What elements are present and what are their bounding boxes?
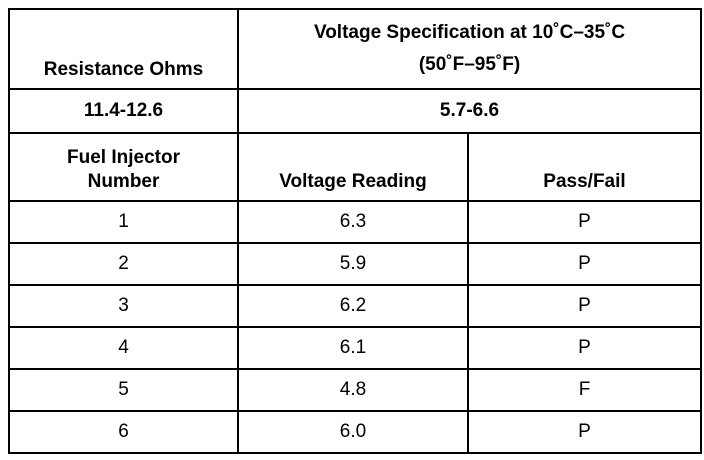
column-header-row: Fuel Injector Number Voltage Reading Pas…	[8, 132, 702, 202]
injector-number: 5	[8, 368, 239, 412]
pass-fail: P	[467, 326, 702, 370]
injector-number: 2	[8, 242, 239, 286]
header-row: Resistance Ohms Voltage Specification at…	[8, 8, 702, 90]
pass-fail: P	[467, 200, 702, 244]
injector-number: 4	[8, 326, 239, 370]
voltage-spec-header: Voltage Specification at 10˚C–35˚C (50˚F…	[237, 8, 702, 90]
resistance-spec: 11.4-12.6	[8, 88, 239, 134]
resistance-header: Resistance Ohms	[8, 8, 239, 90]
spec-row: 11.4-12.6 5.7-6.6	[8, 88, 702, 134]
voltage-reading: 6.2	[237, 284, 469, 328]
injector-table: Resistance Ohms Voltage Specification at…	[8, 8, 702, 454]
table-body: Resistance Ohms Voltage Specification at…	[8, 8, 702, 454]
voltage-reading: 6.1	[237, 326, 469, 370]
column-header: Pass/Fail	[467, 132, 702, 202]
data-row: 6 6.0 P	[8, 410, 702, 454]
pass-fail: P	[467, 410, 702, 454]
header-line: (50˚F–95˚F)	[418, 54, 521, 75]
header-line: Number	[87, 171, 160, 192]
pass-fail: P	[467, 284, 702, 328]
column-header: Voltage Reading	[237, 132, 469, 202]
pass-fail: F	[467, 368, 702, 412]
pass-fail: P	[467, 242, 702, 286]
data-row: 2 5.9 P	[8, 242, 702, 286]
column-header: Fuel Injector Number	[8, 132, 239, 202]
data-row: 5 4.8 F	[8, 368, 702, 412]
injector-number: 1	[8, 200, 239, 244]
data-row: 1 6.3 P	[8, 200, 702, 244]
voltage-spec: 5.7-6.6	[237, 88, 702, 134]
voltage-reading: 6.0	[237, 410, 469, 454]
header-line: Voltage Specification at 10˚C–35˚C	[313, 22, 626, 43]
data-row: 3 6.2 P	[8, 284, 702, 328]
injector-number: 3	[8, 284, 239, 328]
voltage-reading: 4.8	[237, 368, 469, 412]
voltage-reading: 5.9	[237, 242, 469, 286]
injector-number: 6	[8, 410, 239, 454]
voltage-reading: 6.3	[237, 200, 469, 244]
data-row: 4 6.1 P	[8, 326, 702, 370]
header-line: Fuel Injector	[67, 147, 180, 168]
